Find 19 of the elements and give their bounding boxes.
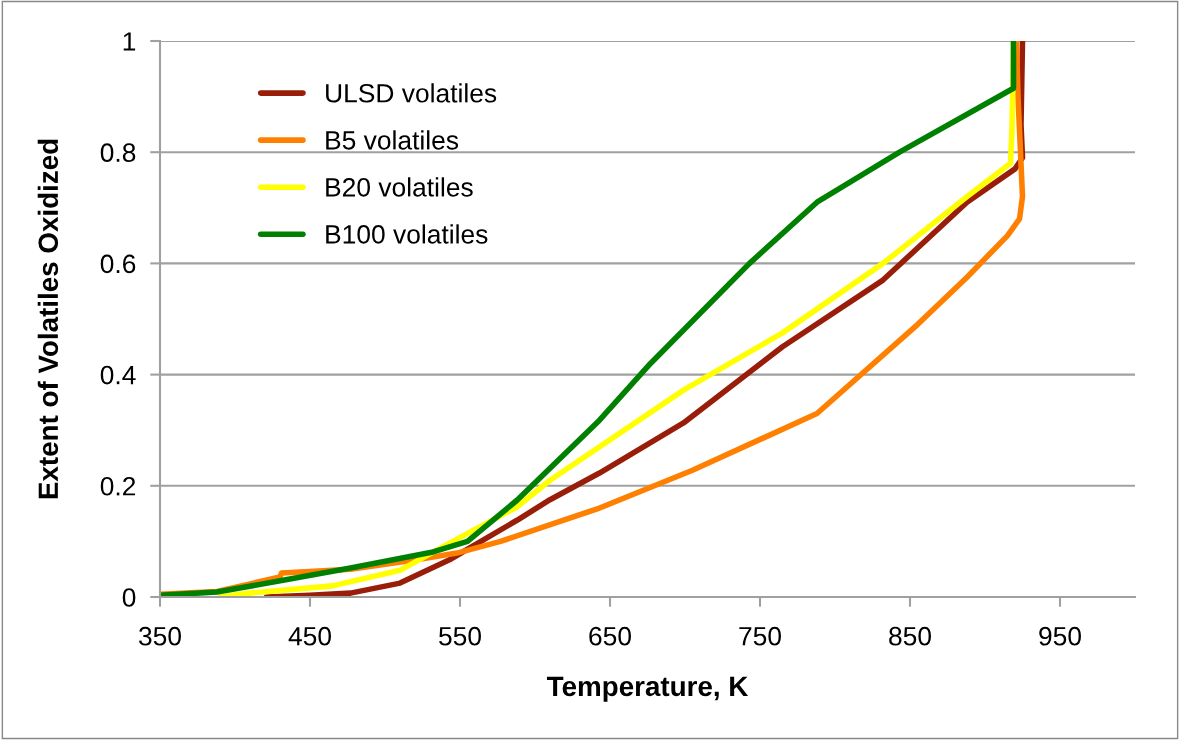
x-axis-title: Temperature, K [546,676,749,702]
x-tick-label: 750 [739,626,781,646]
x-tick-label: 550 [439,626,481,646]
legend-label: B5 volatiles [326,130,459,150]
y-tick-label: 1 [123,32,136,51]
x-tick-label: 450 [288,626,331,646]
x-tick-label: 350 [138,626,181,646]
y-tick-label: 0.2 [100,476,136,496]
y-tick-label: 0 [122,588,136,607]
x-tick-label: 950 [1039,626,1081,646]
y-tick-label: 0.8 [100,143,136,163]
legend-label: B100 volatiles [326,224,488,244]
y-tick-label: 0.4 [100,365,136,385]
y-axis-title: Extent of Volatiles Oxidized [37,139,59,499]
legend-label: ULSD volatiles [326,83,497,103]
legend-label: B20 volatiles [326,177,473,197]
x-tick-label: 650 [589,626,631,646]
y-tick-label: 0.6 [100,254,136,274]
x-tick-label: 850 [889,626,931,646]
